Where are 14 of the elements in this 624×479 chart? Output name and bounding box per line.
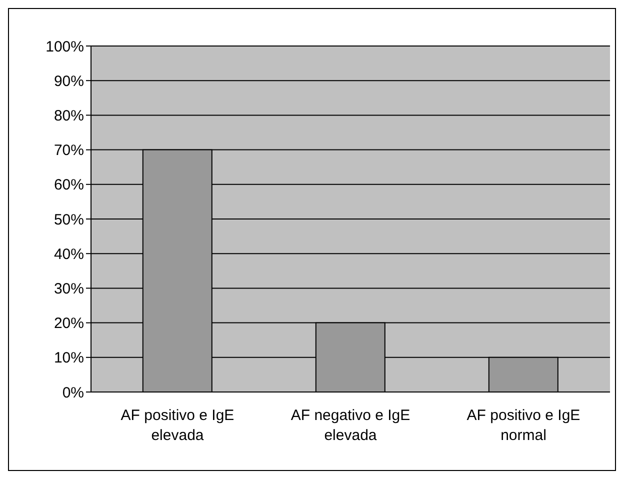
- x-tick-label: AF negativo e IgE elevada: [290, 407, 410, 444]
- x-tick-label: AF positivo e IgE normal: [466, 407, 580, 444]
- y-tick-label: 40%: [54, 246, 84, 263]
- y-tick-label: 10%: [54, 350, 84, 367]
- y-tick-label: 100%: [46, 38, 84, 56]
- y-tick-label: 90%: [54, 72, 84, 90]
- y-tick-label: 0%: [62, 384, 84, 402]
- y-tick-label: 20%: [54, 315, 84, 332]
- y-tick-label: 70%: [54, 142, 84, 160]
- y-tick-label: 50%: [54, 211, 84, 228]
- x-tick-label: AF positivo e IgE elevada: [120, 407, 234, 444]
- y-tick-label: 30%: [54, 280, 84, 298]
- y-tick-label: 80%: [54, 108, 84, 125]
- y-tick-label: 60%: [54, 176, 84, 194]
